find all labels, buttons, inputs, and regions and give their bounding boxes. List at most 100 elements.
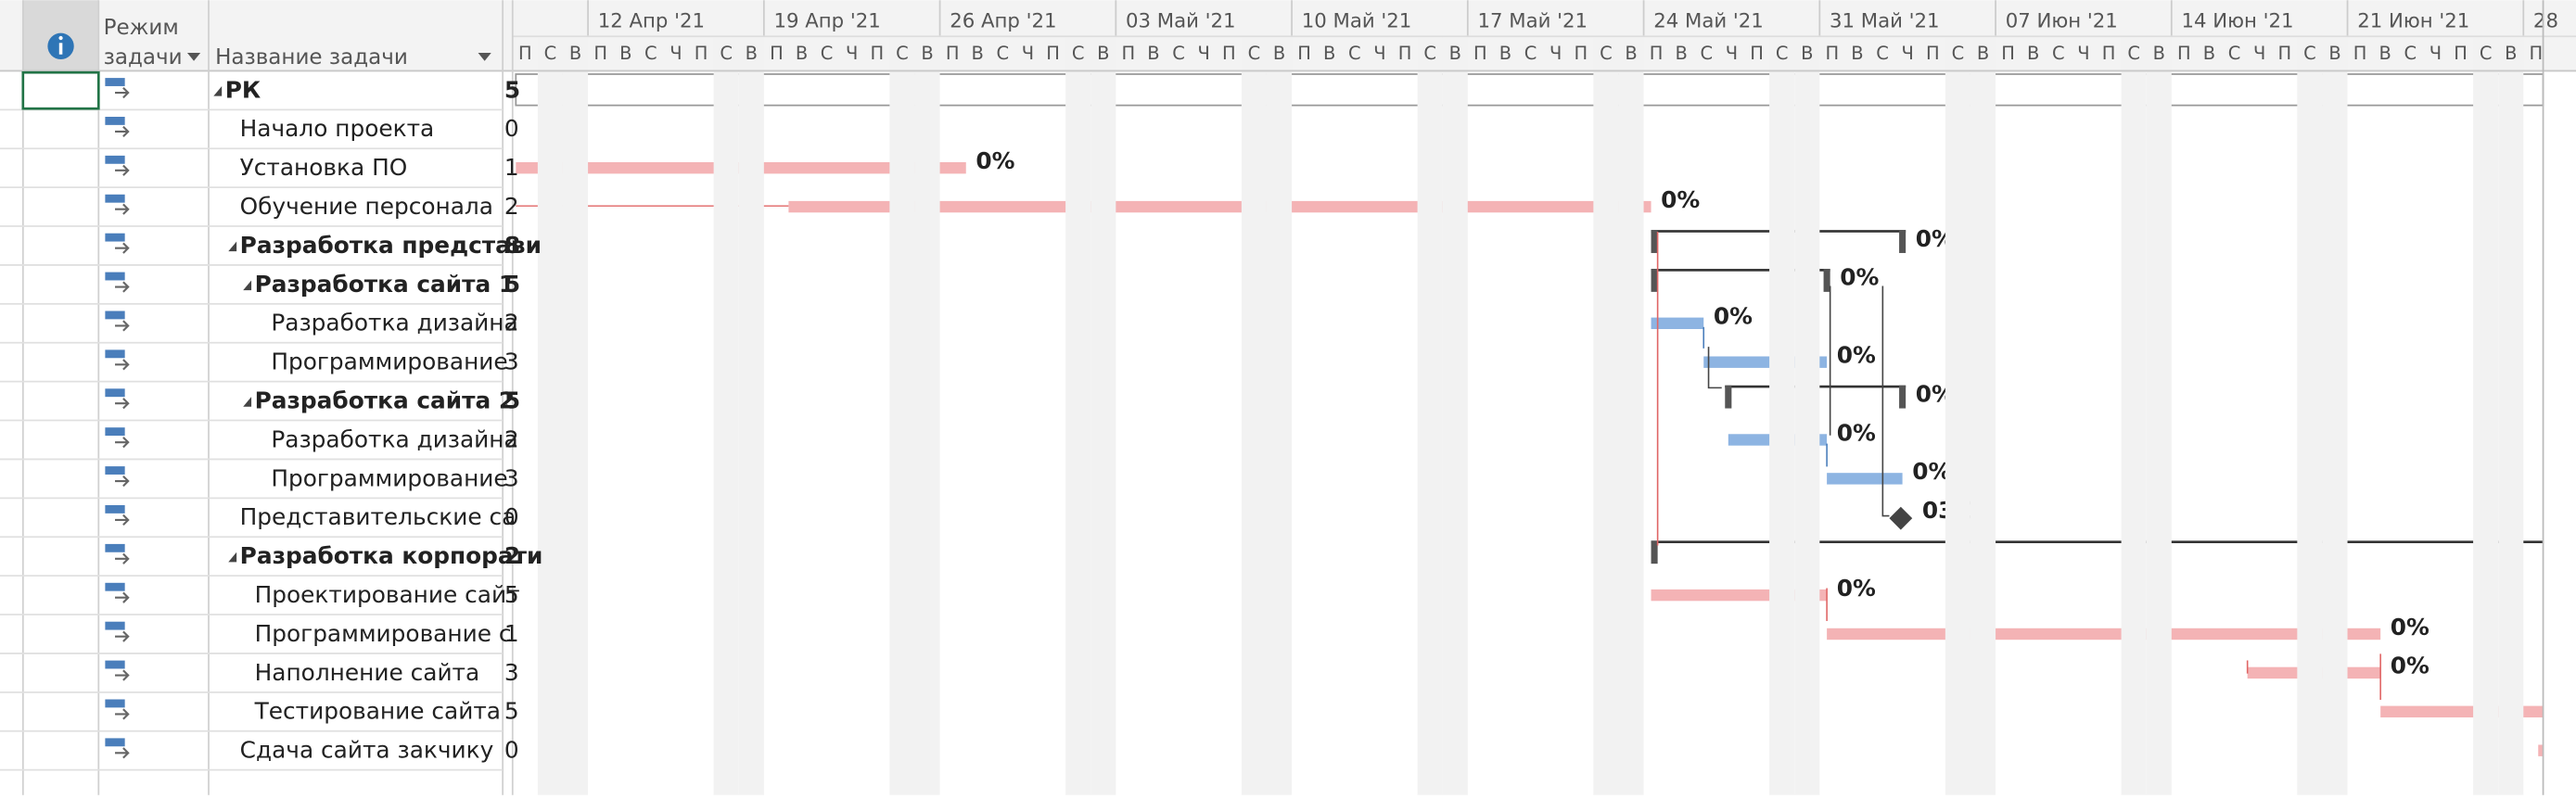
day-label: С [1072,43,1085,64]
day-label: С [1423,43,1436,64]
weekend-shade [2498,36,2524,795]
weekend-shade [713,36,739,795]
task-duration: 5 [504,387,520,413]
week-label: 17 Май '21 [1477,9,1588,32]
day-label: П [518,43,532,64]
day-label: Ч [1022,43,1034,64]
summary-cap [1651,269,1658,292]
day-label: Ч [1549,43,1562,64]
day-label: П [2177,43,2191,64]
day-label: П [870,43,884,64]
mode-header: Режим [104,16,179,40]
week-label: 24 Май '21 [1653,9,1764,32]
day-label: С [1172,43,1185,64]
weekend-shade [738,36,764,795]
day-label: В [746,43,758,64]
task-duration: 0 [504,737,519,764]
day-label: П [1750,43,1764,64]
task-duration: 0 [504,503,519,530]
day-label: П [2102,43,2116,64]
mode-icon [105,194,125,203]
mode-icon-arrow [115,398,130,410]
day-label: В [1676,43,1688,64]
task-duration: 2 [504,542,520,569]
collapse-triangle [243,397,252,407]
day-label: Ч [1726,43,1738,64]
mode-icon [105,349,125,359]
name-header: Название задачи [215,45,408,70]
weekend-shade [1794,36,1820,795]
task-duration: 0 [504,115,519,142]
day-label: П [695,43,708,64]
bar-label: 0% [2391,653,2429,679]
task-name: Программирование с [255,620,512,647]
weekend-shade [1769,36,1795,795]
bar-label: 0% [976,147,1014,174]
day-label: С [1524,43,1537,64]
day-label: П [1650,43,1664,64]
mode-icon-arrow [115,552,130,564]
day-label: П [593,43,607,64]
day-label: С [2228,43,2241,64]
day-label: С [544,43,557,64]
day-label: В [1977,43,1989,64]
filter-arrow[interactable] [478,52,491,61]
bar-label: 0% [1837,575,1876,602]
weekend-shade [1593,36,1619,795]
bar-label: 0% [1714,303,1753,330]
day-label: В [1625,43,1637,64]
mode-icon [105,233,125,242]
day-label: С [1600,43,1613,64]
mode-icon [105,738,125,747]
filter-arrow[interactable] [186,52,201,61]
mode-icon-arrow [115,747,130,759]
weekend-shade [1241,36,1267,795]
day-label: Ч [1198,43,1210,64]
task-name: Программирование [271,349,507,375]
week-label: 28 [2533,9,2558,32]
task-duration: 3 [504,464,519,491]
task-duration: 2 [504,193,519,220]
collapse-triangle [228,241,237,252]
task-name: Начало проекта [240,115,435,142]
task-name: Проектирование сайт [255,581,520,608]
day-label: В [1147,43,1159,64]
mode-icon-arrow [115,281,130,293]
mode-icon-arrow [115,437,130,449]
task-bar [1827,473,1903,485]
task-name: Разработка корпорати [240,542,543,569]
day-label: П [2277,43,2291,64]
mode-icon-arrow [115,514,130,526]
task-duration: 1 [504,154,519,181]
day-label: С [997,43,1010,64]
day-label: П [2530,43,2544,64]
week-label: 12 Апр '21 [598,9,705,32]
week-label: 07 Июн '21 [2006,9,2118,32]
day-label: В [1851,43,1863,64]
week-label: 03 Май '21 [1126,9,1236,32]
task-name: Разработка сайта 2 [255,387,516,413]
day-label: В [1449,43,1461,64]
day-label: В [2379,43,2391,64]
task-name: Сдача сайта закчику [240,737,494,764]
collapse-triangle [228,552,237,563]
selected-cell [21,70,100,110]
summary-bar [1651,269,1830,272]
day-label: Ч [670,43,682,64]
day-label: П [1574,43,1588,64]
task-duration: 1 [504,620,519,647]
mode-icon-arrow [115,164,130,176]
mode-icon-arrow [115,630,130,642]
weekend-shade [1970,36,1996,795]
bar-label: 0% [2391,614,2429,640]
weekend-shade [2121,36,2147,795]
day-label: П [770,43,784,64]
weekend-shade [914,36,940,795]
task-name: РК [225,76,261,103]
day-label: С [644,43,657,64]
day-label: Ч [2253,43,2265,64]
day-label: П [1473,43,1487,64]
week-label: 10 Май '21 [1302,9,1412,32]
info-icon-stem [58,43,63,55]
